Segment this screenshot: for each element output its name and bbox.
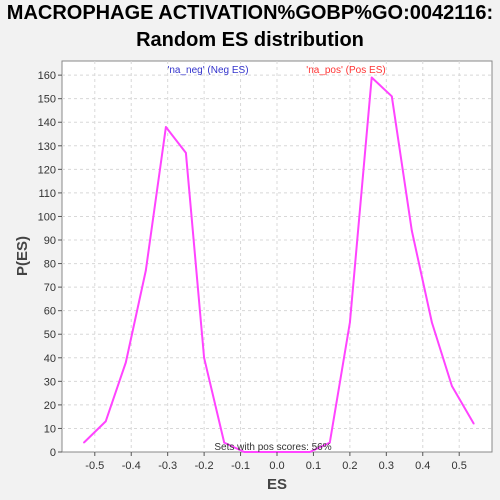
- x-tick-label: -0.2: [195, 460, 214, 472]
- x-tick-label: 0.5: [452, 460, 467, 472]
- y-axis-label: P(ES): [14, 236, 31, 276]
- data-point: [390, 95, 393, 98]
- y-tick-label: 50: [44, 329, 56, 341]
- data-point: [431, 321, 433, 324]
- data-point: [104, 420, 107, 423]
- y-tick-label: 120: [38, 164, 56, 176]
- y-tick-label: 10: [44, 423, 56, 435]
- x-tick-label: -0.3: [158, 460, 177, 472]
- data-point: [203, 356, 205, 359]
- data-point: [165, 126, 167, 128]
- y-tick-label: 150: [38, 94, 56, 106]
- neg-legend-label: 'na_neg' (Neg ES): [167, 65, 248, 76]
- y-tick-label: 90: [44, 235, 56, 247]
- y-tick-label: 130: [38, 141, 56, 153]
- axes: 0 10 20 30 40 50 60 70 80 90 100 110 120 130 140 150 160…: [38, 70, 467, 472]
- x-axis-label: ES: [267, 476, 287, 493]
- x-tick-label: 0.2: [342, 460, 357, 472]
- y-tick-label: 80: [44, 259, 56, 271]
- y-tick-label: 100: [38, 211, 56, 223]
- pos-scores-footer: Sets with pos scores: 56%: [214, 442, 331, 453]
- y-tick-label: 140: [38, 117, 56, 129]
- y-tick-label: 40: [44, 353, 56, 365]
- data-point: [329, 441, 331, 444]
- data-point: [411, 229, 413, 232]
- x-tick-label: -0.5: [85, 460, 104, 472]
- data-point: [243, 451, 246, 453]
- data-point: [145, 269, 147, 272]
- y-tick-label: 0: [50, 447, 56, 459]
- data-point: [308, 451, 311, 453]
- data-point: [83, 441, 85, 444]
- data-point: [185, 152, 187, 154]
- x-tick-label: 0.4: [415, 460, 430, 472]
- y-tick-label: 160: [38, 70, 56, 82]
- y-tick-label: 20: [44, 400, 56, 412]
- data-point: [124, 361, 127, 364]
- data-point: [451, 385, 453, 387]
- y-tick-label: 110: [38, 188, 56, 200]
- data-point: [472, 422, 475, 425]
- x-tick-label: 0.3: [379, 460, 394, 472]
- grid: [62, 61, 492, 452]
- pos-legend-label: 'na_pos' (Pos ES): [306, 65, 385, 76]
- chart-title-line-1: MACROPHAGE ACTIVATION%GOBP%GO:0042116:: [6, 2, 494, 24]
- x-tick-label: -0.4: [122, 460, 141, 472]
- x-tick-label: 0.1: [306, 460, 321, 472]
- x-tick-label: 0.0: [269, 460, 284, 472]
- chart-title-line-2: Random ES distribution: [136, 29, 364, 51]
- y-tick-label: 70: [44, 282, 56, 294]
- data-point: [349, 321, 351, 324]
- x-tick-label: -0.1: [231, 460, 250, 472]
- data-point: [370, 76, 373, 79]
- y-tick-label: 30: [44, 376, 56, 388]
- data-point: [223, 441, 225, 444]
- y-tick-label: 60: [44, 306, 56, 318]
